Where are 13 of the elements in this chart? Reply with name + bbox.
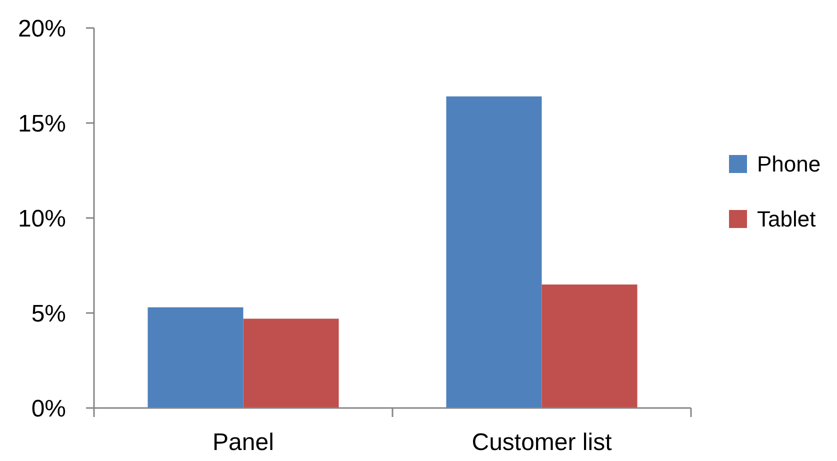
y-tick-label: 0% [31, 395, 66, 422]
y-tick-label: 15% [18, 110, 66, 138]
x-tick-label: Panel [212, 429, 274, 456]
y-tick-label: 10% [18, 205, 66, 232]
bar [542, 284, 638, 408]
y-tick-label: 5% [31, 300, 66, 328]
legend-label: Phone [757, 152, 821, 177]
bar [148, 307, 244, 408]
y-tick-label: 20% [18, 15, 66, 42]
x-tick-label: Customer list [472, 429, 612, 456]
bar [446, 96, 542, 408]
bar [243, 318, 339, 408]
legend-label: Tablet [757, 206, 816, 232]
